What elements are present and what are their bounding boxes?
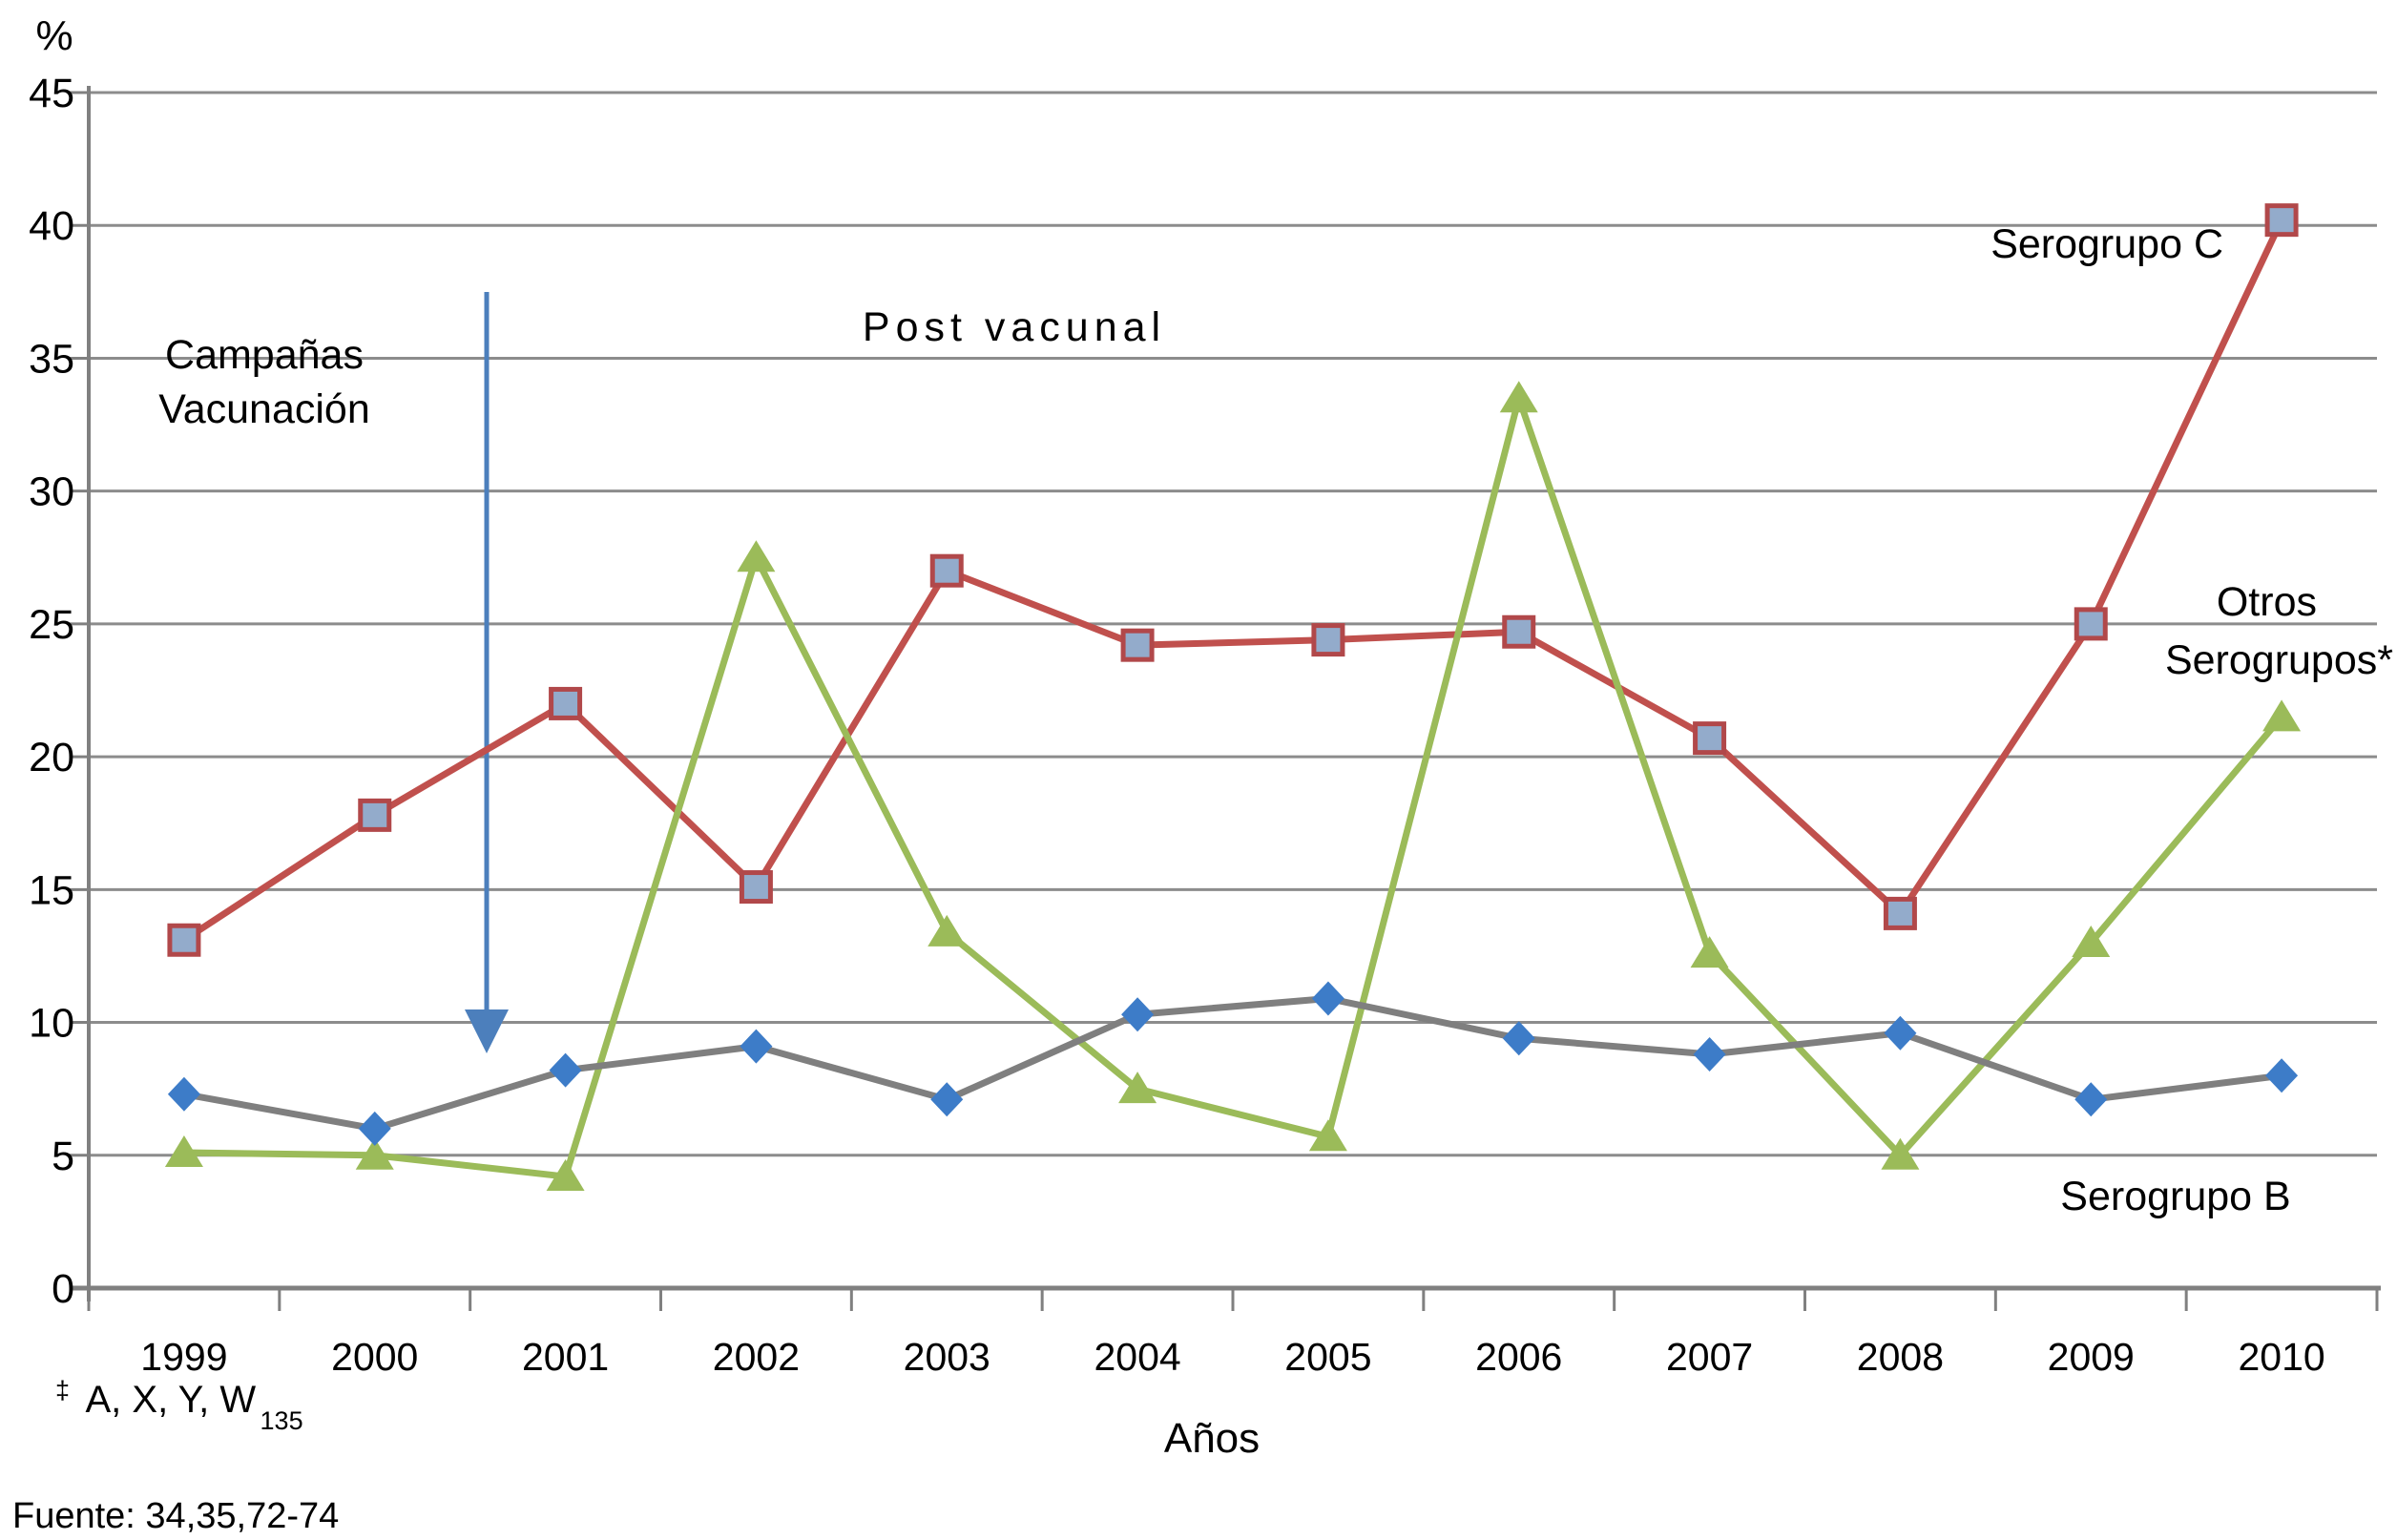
axes	[70, 86, 2381, 1311]
marker-diamond-serogrupo-b	[740, 1029, 773, 1064]
marker-square-serogrupo-c	[2264, 203, 2299, 238]
x-tick-label: 2009	[2048, 1335, 2135, 1379]
x-tick-label: 2010	[2238, 1335, 2324, 1379]
x-tick-label: 2007	[1666, 1335, 1753, 1379]
marker-triangle-otros-serogrupos	[2072, 926, 2111, 958]
otros-serogrupos-series-label-line2: Serogrupos*	[2165, 637, 2393, 683]
marker-square-serogrupo-c	[929, 553, 964, 588]
series-line-serogrupo-b	[183, 994, 2282, 1133]
marker-square-serogrupo-c	[1883, 896, 1917, 930]
series-line-otros-serogrupos	[183, 394, 2284, 1180]
marker-diamond-serogrupo-b	[2074, 1082, 2108, 1117]
marker-square-serogrupo-c	[739, 870, 773, 905]
campaigns-annotation-line1: Campañas	[165, 332, 364, 378]
marker-triangle-otros-serogrupos	[164, 1134, 203, 1167]
x-tick-label: 1999	[140, 1335, 227, 1379]
marker-diamond-serogrupo-b	[167, 1076, 200, 1112]
marker-diamond-serogrupo-b	[1693, 1036, 1726, 1072]
marker-square-serogrupo-c	[1311, 623, 1345, 657]
vaccination-campaign-arrow	[465, 292, 509, 1053]
y-tick-label: 5	[52, 1134, 74, 1179]
marker-diamond-serogrupo-b	[549, 1052, 582, 1088]
x-tick-label: 2008	[1857, 1335, 1944, 1379]
x-tick-label: 2002	[713, 1335, 800, 1379]
marker-triangle-otros-serogrupos	[1308, 1119, 1347, 1152]
series-serogrupo-c	[167, 203, 2299, 957]
marker-diamond-serogrupo-b	[1121, 997, 1155, 1032]
data-series	[164, 203, 2302, 1192]
serogroup-c-series-label: Serogrupo C	[1991, 221, 2223, 267]
x-tick-label: 2000	[331, 1335, 418, 1379]
marker-triangle-otros-serogrupos	[1499, 381, 1538, 413]
x-tick-label: 2004	[1094, 1335, 1180, 1379]
series-otros-serogrupos	[164, 381, 2302, 1192]
marker-square-serogrupo-c	[549, 686, 583, 720]
serogroup-footnote: ‡ A, X, Y, W 135	[55, 1376, 303, 1435]
x-tick-label: 2003	[904, 1335, 990, 1379]
marker-diamond-serogrupo-b	[930, 1082, 964, 1117]
marker-triangle-otros-serogrupos	[1118, 1072, 1157, 1104]
y-tick-label: 10	[29, 1001, 74, 1047]
serogroup-b-series-label: Serogrupo B	[2060, 1174, 2290, 1219]
y-tick-label: 35	[29, 336, 74, 382]
marker-square-serogrupo-c	[1120, 628, 1155, 662]
footnote-dagger-symbol: ‡	[55, 1376, 70, 1405]
marker-triangle-otros-serogrupos	[1690, 936, 1729, 968]
x-tick-label: 2006	[1475, 1335, 1562, 1379]
y-axis-title: %	[35, 12, 73, 59]
series-line-serogrupo-c	[181, 219, 2285, 944]
y-tick-labels: 0 5 10 15 20 25 30 35 40 45	[29, 71, 74, 1312]
y-tick-label: 0	[52, 1266, 74, 1312]
otros-serogrupos-series-label-line1: Otros	[2217, 579, 2317, 625]
marker-diamond-serogrupo-b	[1311, 981, 1344, 1016]
y-tick-label: 25	[29, 602, 74, 648]
source-citation: Fuente: 34,35,72-74	[12, 1496, 339, 1536]
footnote-subscript: 135	[261, 1406, 303, 1435]
y-tick-label: 40	[29, 203, 74, 249]
marker-diamond-serogrupo-b	[358, 1111, 391, 1146]
series-serogrupo-b	[167, 981, 2299, 1146]
marker-triangle-otros-serogrupos	[355, 1137, 394, 1170]
y-tick-label: 15	[29, 867, 74, 913]
marker-triangle-otros-serogrupos	[928, 914, 967, 947]
campaigns-annotation-line2: Vacunación	[158, 386, 370, 432]
marker-square-serogrupo-c	[2074, 607, 2108, 641]
marker-square-serogrupo-c	[358, 798, 392, 832]
y-tick-label: 20	[29, 735, 74, 780]
x-axis-title: Años	[1164, 1415, 1260, 1462]
marker-square-serogrupo-c	[1502, 614, 1536, 649]
x-tick-label: 2005	[1284, 1335, 1371, 1379]
marker-diamond-serogrupo-b	[1502, 1021, 1535, 1056]
marker-diamond-serogrupo-b	[2265, 1058, 2299, 1093]
x-tick-label: 2001	[522, 1335, 609, 1379]
footnote-text: A, X, Y, W	[85, 1379, 256, 1421]
marker-triangle-otros-serogrupos	[737, 540, 776, 572]
arrow-head-icon	[465, 1009, 509, 1053]
y-tick-label: 30	[29, 469, 74, 515]
post-vaccine-annotation: Post vacunal	[863, 304, 1166, 350]
marker-square-serogrupo-c	[1693, 721, 1727, 756]
marker-square-serogrupo-c	[167, 923, 201, 957]
marker-triangle-otros-serogrupos	[546, 1159, 585, 1192]
marker-diamond-serogrupo-b	[1884, 1015, 1917, 1051]
marker-triangle-otros-serogrupos	[1881, 1137, 1920, 1170]
marker-triangle-otros-serogrupos	[2262, 699, 2302, 732]
x-tick-labels: 1999 2000 2001 2002 2003 2004 2005 2006 2007 2008…	[140, 1335, 2324, 1379]
y-tick-label: 45	[29, 71, 74, 116]
